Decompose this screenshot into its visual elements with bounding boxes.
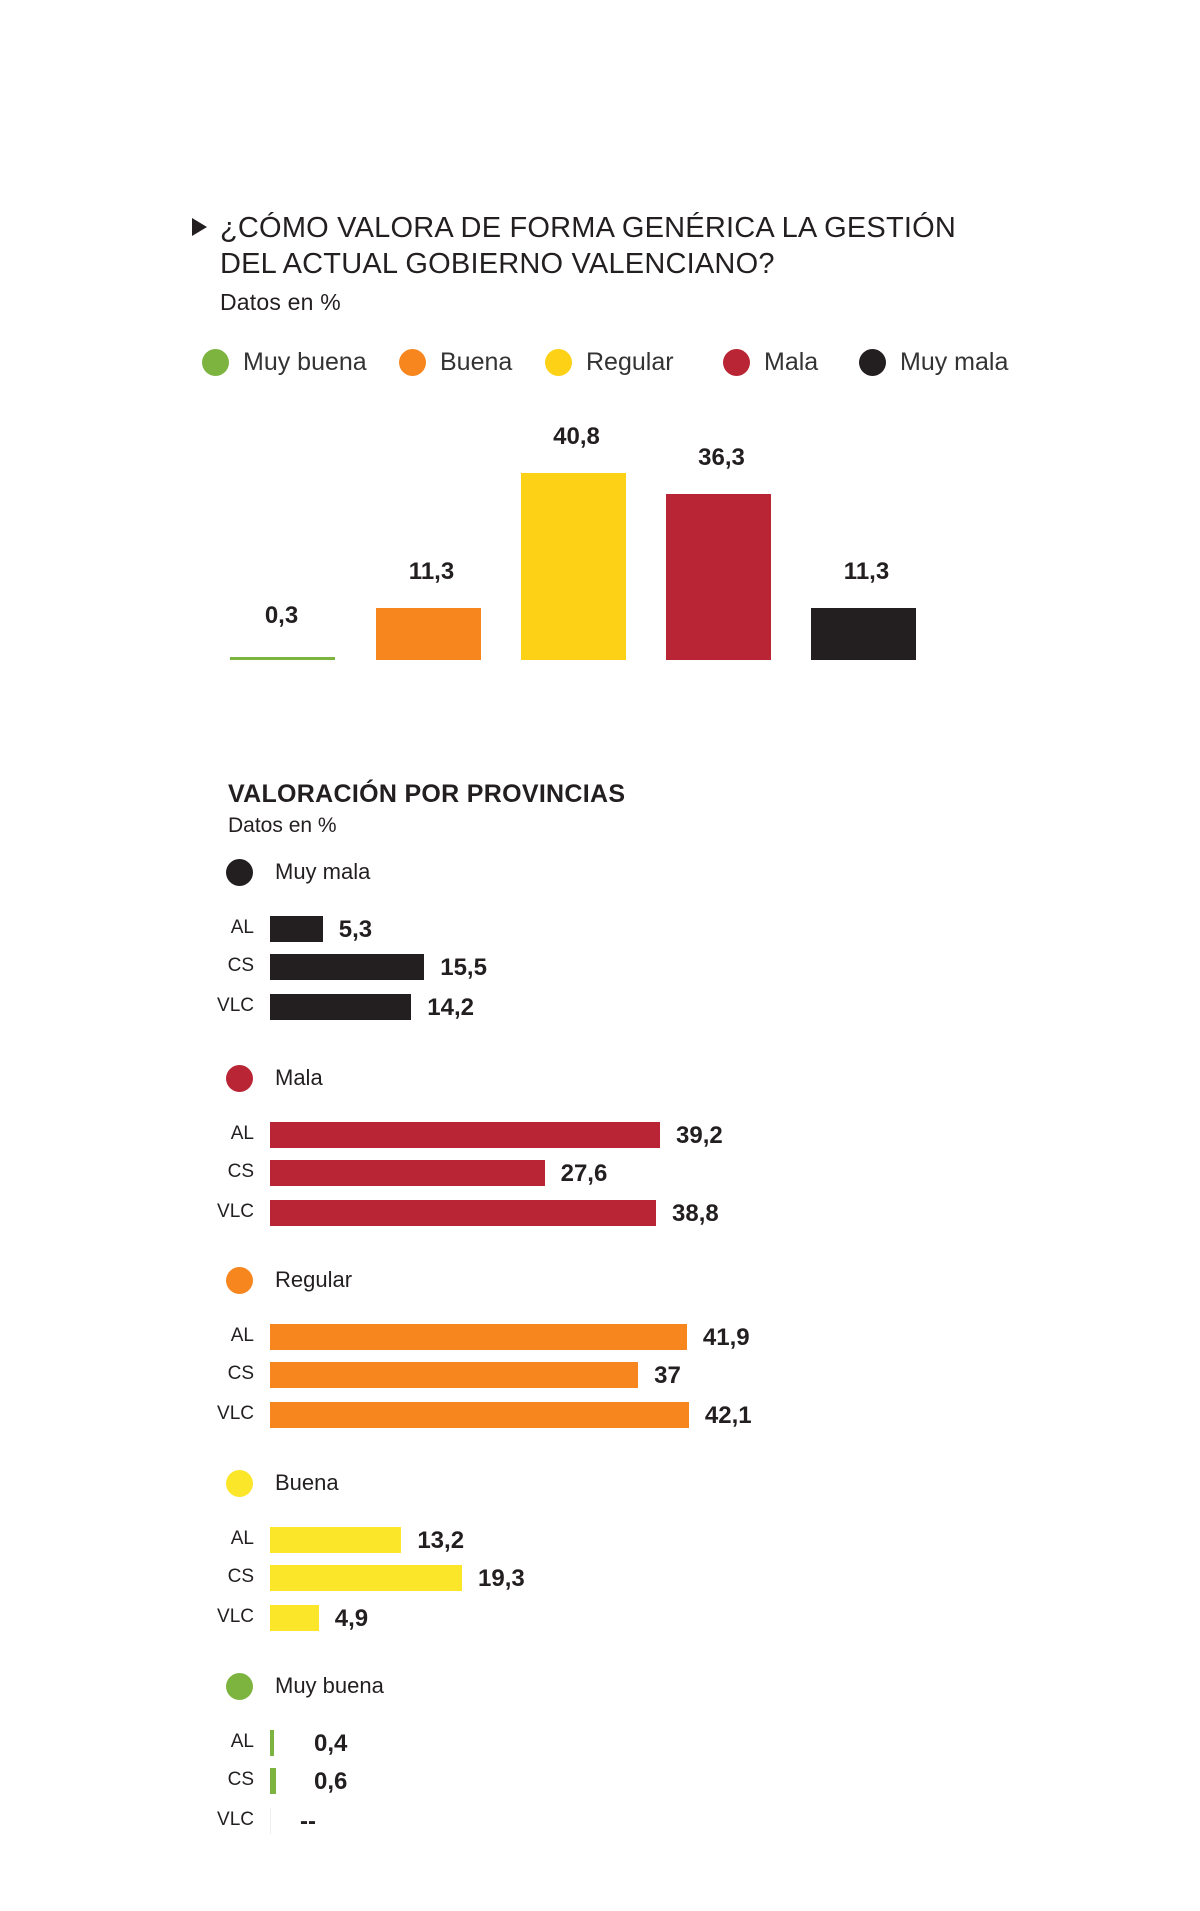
group-dot-icon xyxy=(226,1672,253,1700)
group-dot-icon xyxy=(226,1266,253,1294)
column-bar xyxy=(230,657,335,660)
group-dot-icon xyxy=(226,1469,253,1497)
provinces-title: VALORACIÓN POR PROVINCIAS xyxy=(228,780,626,808)
province-label: CS xyxy=(227,1363,254,1384)
province-bar xyxy=(270,1362,639,1388)
legend-label: Muy mala xyxy=(900,347,1009,376)
province-bar xyxy=(270,916,323,942)
provinces-subtitle: Datos en % xyxy=(228,814,337,837)
province-label: VLC xyxy=(217,1809,254,1830)
legend-item: Regular xyxy=(545,347,674,377)
group-header: Muy buena xyxy=(226,1671,384,1701)
column-value-label: 11,3 xyxy=(843,558,890,586)
column-value-label: 40,8 xyxy=(553,423,600,451)
province-label: CS xyxy=(227,1769,254,1790)
column-bar xyxy=(521,473,626,660)
province-bar xyxy=(270,1160,545,1186)
province-label: AL xyxy=(230,917,254,938)
province-bar xyxy=(270,1768,276,1794)
group-label: Regular xyxy=(275,1267,353,1292)
province-label: AL xyxy=(230,1123,254,1144)
group-header: Muy mala xyxy=(226,857,370,887)
province-bar xyxy=(270,1730,274,1756)
province-value-label: 15,5 xyxy=(440,954,487,981)
legend-dot-icon xyxy=(723,348,750,376)
province-value-label: 39,2 xyxy=(676,1122,723,1149)
province-bar-empty xyxy=(270,1808,271,1834)
province-value-label: 13,2 xyxy=(417,1527,465,1554)
group-label: Mala xyxy=(275,1065,323,1090)
province-value-label: 38,8 xyxy=(672,1200,719,1227)
province-bar xyxy=(270,1565,463,1591)
title-line-1: ¿CÓMO VALORA DE FORMA GENÉRICA LA GESTIÓ… xyxy=(220,212,957,244)
column-bar xyxy=(666,493,771,660)
province-value-label: 5,3 xyxy=(338,916,373,943)
legend-label: Muy buena xyxy=(243,347,367,376)
legend-item: Muy mala xyxy=(859,347,1008,377)
group-header: Buena xyxy=(226,1468,339,1498)
legend-dot-icon xyxy=(545,348,572,376)
column-value-label: 36,3 xyxy=(698,443,745,471)
province-label: VLC xyxy=(217,1606,254,1627)
legend-dot-icon xyxy=(202,348,229,376)
group-dot-icon xyxy=(226,1064,253,1092)
triangle-bullet-icon xyxy=(192,218,207,236)
province-bar xyxy=(270,1605,319,1631)
province-label: VLC xyxy=(217,1403,254,1424)
column-bar xyxy=(811,608,916,660)
province-value-label: 19,3 xyxy=(478,1565,525,1592)
legend-item: Muy buena xyxy=(202,347,367,377)
province-bar xyxy=(270,954,425,980)
group-label: Muy mala xyxy=(275,859,371,884)
column-bar xyxy=(376,608,481,660)
column-value-label: 0,3 xyxy=(264,602,299,629)
province-bar xyxy=(270,994,412,1020)
province-label: CS xyxy=(227,1566,254,1587)
legend-label: Regular xyxy=(586,347,674,376)
province-bar xyxy=(270,1324,687,1350)
province-bar xyxy=(270,1402,689,1428)
province-value-label: 41,9 xyxy=(702,1324,750,1351)
column-value-label: 11,3 xyxy=(408,558,455,586)
province-value-label: 0,4 xyxy=(314,1730,348,1757)
legend-item: Mala xyxy=(723,347,818,377)
province-bar xyxy=(270,1200,657,1226)
province-label: VLC xyxy=(217,995,254,1016)
province-label: VLC xyxy=(217,1201,254,1222)
province-label: CS xyxy=(227,1161,254,1182)
province-bar xyxy=(270,1527,402,1553)
province-label: CS xyxy=(227,955,254,976)
legend-item: Buena xyxy=(399,347,512,377)
group-label: Muy buena xyxy=(275,1673,384,1698)
legend-label: Buena xyxy=(440,347,513,376)
legend-dot-icon xyxy=(399,348,426,376)
title-line-2: DEL ACTUAL GOBIERNO VALENCIANO? xyxy=(220,248,775,280)
group-dot-icon xyxy=(226,858,253,886)
group-label: Buena xyxy=(275,1470,339,1495)
chart-subtitle: Datos en % xyxy=(220,289,341,315)
province-value-label: 0,6 xyxy=(314,1768,348,1795)
legend-dot-icon xyxy=(859,348,886,376)
group-header: Regular xyxy=(226,1265,352,1295)
legend-label: Mala xyxy=(764,347,819,376)
province-value-label: 42,1 xyxy=(704,1402,752,1429)
province-label: AL xyxy=(230,1731,254,1752)
province-value-label: 14,2 xyxy=(427,994,474,1021)
province-value-label: 37 xyxy=(654,1362,681,1389)
province-value-label: 27,6 xyxy=(560,1160,608,1187)
province-bar xyxy=(270,1122,661,1148)
province-label: AL xyxy=(230,1528,254,1549)
province-label: AL xyxy=(230,1325,254,1346)
province-value-label: 4,9 xyxy=(334,1605,369,1632)
province-value-label: -- xyxy=(300,1808,316,1835)
group-header: Mala xyxy=(226,1063,323,1093)
